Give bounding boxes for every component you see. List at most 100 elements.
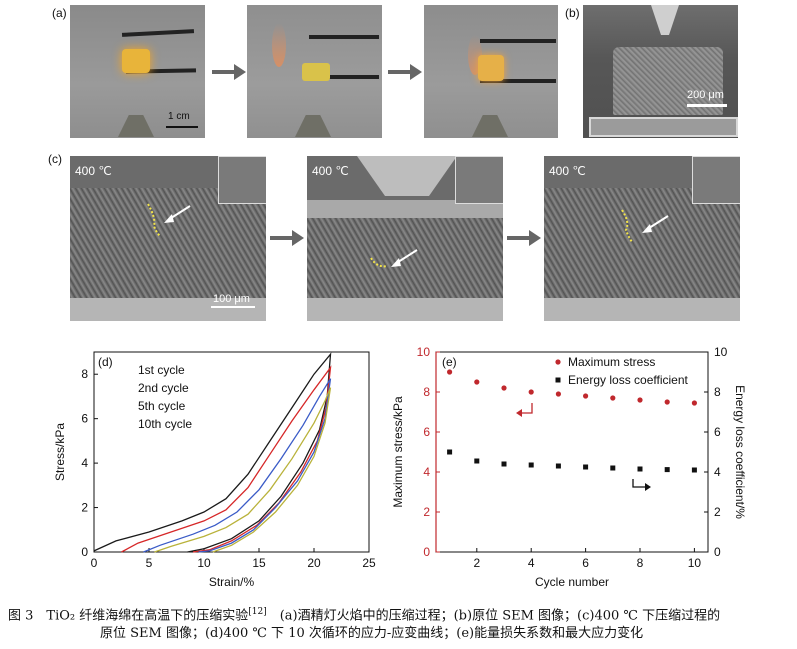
legend-marker-max-stress [555, 359, 561, 365]
panel-label-d: (d) [98, 355, 113, 369]
trace-marker [370, 257, 388, 268]
energy-loss-point [583, 464, 589, 470]
trace-marker [147, 203, 161, 237]
energy-loss-point [691, 467, 697, 473]
series-line-2 [121, 365, 332, 553]
y-tick-label-left: 10 [417, 345, 431, 359]
x-tick-label: 25 [362, 556, 376, 570]
flame [272, 23, 286, 67]
scalebar-b [687, 104, 727, 107]
legend-entry: Maximum stress [568, 355, 655, 369]
tweezer-top [480, 39, 556, 43]
sem-image-c1: 400 ℃ 100 μm [70, 156, 266, 321]
x-tick-label: 10 [688, 556, 702, 570]
max-stress-point [555, 391, 561, 397]
y-tick-label-right: 10 [714, 345, 728, 359]
scalebar-a-label: 1 cm [168, 111, 190, 122]
max-stress-point [474, 379, 480, 385]
x-tick-label: 4 [528, 556, 535, 570]
temperature-label: 400 ℃ [312, 164, 349, 178]
max-stress-point [637, 397, 643, 403]
fiber-network [544, 188, 740, 298]
sem-image-b: 200 μm [583, 5, 738, 138]
x-axis-label: Strain/% [209, 575, 255, 589]
lamp-wick [118, 115, 154, 137]
y-tick-label-left: 6 [423, 425, 430, 439]
tweezer-top [309, 35, 379, 39]
temperature-label: 400 ℃ [75, 164, 112, 178]
right-axis-indicator [632, 479, 647, 488]
sample-stage [589, 117, 738, 137]
max-stress-point [691, 400, 697, 406]
y-tick-label-left: 2 [423, 505, 430, 519]
arrow-c1 [270, 230, 304, 246]
stress-strain-chart: (d) 0 5 10 15 20 25 0 2 4 6 8 Strain/% Stress/kPa 1st … [53, 351, 376, 589]
arrow-a1 [212, 64, 246, 80]
pointer-arrow-icon [391, 249, 418, 267]
y-tick-label: 0 [81, 545, 88, 559]
x-tick-label: 15 [252, 556, 266, 570]
left-axis-indicator [520, 403, 533, 414]
compression-plate [307, 200, 503, 218]
y-tick-label-left: 0 [423, 545, 430, 559]
plot-frame [93, 351, 370, 553]
substrate [544, 298, 740, 321]
substrate [307, 298, 503, 321]
series-line-3 [143, 378, 332, 553]
panel-label-c: (c) [48, 152, 62, 166]
x-tick-label: 6 [582, 556, 589, 570]
max-stress-point [501, 385, 507, 391]
tweezer-bottom [307, 75, 379, 79]
y-tick-label: 4 [81, 456, 88, 470]
caption-line2: 原位 SEM 图像；(d)400 ℃ 下 10 次循环的应力-应变曲线；(e)能… [100, 626, 644, 641]
temperature-label: 400 ℃ [549, 164, 586, 178]
series-line-4 [154, 387, 332, 553]
max-stress-point [528, 389, 534, 395]
flame-photo-3 [424, 5, 558, 138]
flame-photo-2 [247, 5, 382, 138]
trace-marker [621, 209, 633, 243]
inset [218, 156, 266, 204]
y-tick-label: 2 [81, 501, 88, 515]
y-tick-label: 8 [81, 367, 88, 381]
energy-loss-point [528, 462, 534, 468]
caption-ref: [12] [248, 607, 267, 617]
y-tick-label-right: 6 [714, 425, 721, 439]
x-tick-label: 10 [197, 556, 211, 570]
indenter [357, 156, 457, 196]
panel-label-b: (b) [565, 6, 580, 20]
max-stress-point [583, 393, 589, 399]
scalebar-a [166, 126, 198, 128]
sponge-sample [302, 63, 330, 81]
cycle-chart: (e) 2 4 6 8 10 0 0 2 2 4 4 6 6 8 8 10 10 Cycle number Maxim… [391, 345, 747, 589]
substrate [70, 298, 266, 321]
arrow-a2 [388, 64, 422, 80]
arrow-c2 [507, 230, 541, 246]
y-axis-label-right: Energy loss coefficient/% [733, 385, 747, 519]
flame-photo-1: 1 cm [70, 5, 205, 138]
y-tick-label: 6 [81, 412, 88, 426]
x-tick-label: 8 [637, 556, 644, 570]
y-tick-label-right: 2 [714, 505, 721, 519]
sem-image-c3: 400 ℃ [544, 156, 740, 321]
fiber-network [70, 188, 266, 298]
lamp-wick [472, 115, 508, 137]
scalebar-c-label: 100 μm [213, 293, 250, 305]
inset [692, 156, 740, 204]
y-tick-label-right: 0 [714, 545, 721, 559]
left-axis-indicator-head [516, 409, 522, 417]
series-line-1 [93, 352, 332, 553]
inset [455, 156, 503, 204]
legend-entry: 5th cycle [138, 399, 186, 413]
right-axis-indicator-head [645, 483, 651, 491]
energy-loss-point [501, 461, 507, 467]
legend-entry: 2nd cycle [138, 381, 189, 395]
caption-title: 图 3 TiO₂ 纤维海绵在高温下的压缩实验 [8, 608, 249, 624]
x-tick-label: 5 [146, 556, 153, 570]
energy-loss-point [664, 467, 670, 473]
lamp-wick [295, 115, 331, 137]
tweezer-top [121, 29, 195, 37]
energy-loss-point [637, 466, 643, 472]
sponge-sample [122, 49, 150, 73]
y-tick-label-left: 8 [423, 385, 430, 399]
